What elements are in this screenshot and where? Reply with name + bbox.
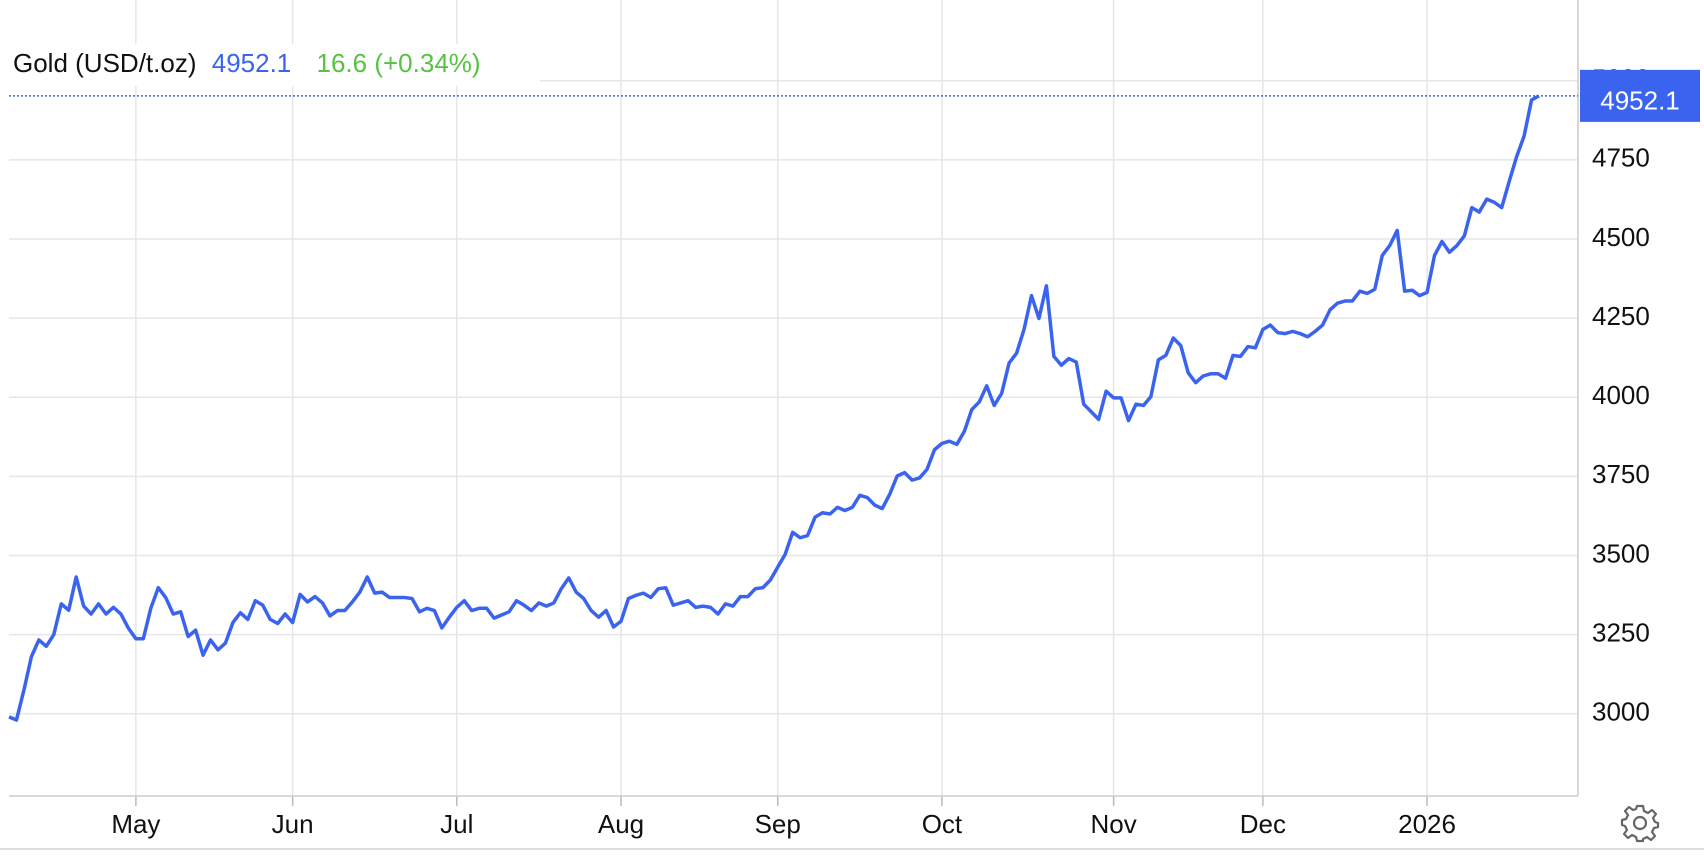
- y-tick-label: 3250: [1592, 617, 1650, 647]
- header-last-value: 4952.1: [212, 48, 292, 78]
- header-background: [4, 44, 540, 86]
- x-tick-label: May: [111, 809, 160, 839]
- y-tick-label: 4250: [1592, 301, 1650, 331]
- x-tick-label: Jun: [272, 809, 314, 839]
- y-tick-label: 3000: [1592, 697, 1650, 727]
- x-tick-label: Dec: [1240, 809, 1286, 839]
- header-title: Gold (USD/t.oz): [13, 48, 197, 78]
- grid-layer: [9, 0, 1579, 806]
- y-tick-label: 4500: [1592, 222, 1650, 252]
- y-tick-label: 4750: [1592, 143, 1650, 173]
- y-tick-label: 4000: [1592, 380, 1650, 410]
- price-line: [8, 94, 1540, 722]
- settings-gear: [1620, 804, 1660, 843]
- plot-layer: [8, 94, 1578, 722]
- settings-button[interactable]: [1620, 804, 1660, 843]
- settings-gear-hub: [1632, 815, 1648, 831]
- y-tick-label: 3750: [1592, 459, 1650, 489]
- header: Gold (USD/t.oz) 4952.1 16.6 (+0.34%): [13, 48, 481, 78]
- last-value-box: [1580, 69, 1700, 122]
- header-change: 16.6 (+0.34%): [317, 48, 481, 78]
- x-tick-label: Nov: [1090, 809, 1136, 839]
- x-tick-label: Oct: [922, 809, 963, 839]
- last-value-label: 4952.1: [1600, 86, 1680, 116]
- x-tick-label: Aug: [598, 809, 644, 839]
- x-tick-label: 2026: [1398, 809, 1456, 839]
- x-tick-label: Jul: [440, 809, 473, 839]
- y-tick-label: 3500: [1592, 538, 1650, 568]
- x-tick-label: Sep: [755, 809, 801, 839]
